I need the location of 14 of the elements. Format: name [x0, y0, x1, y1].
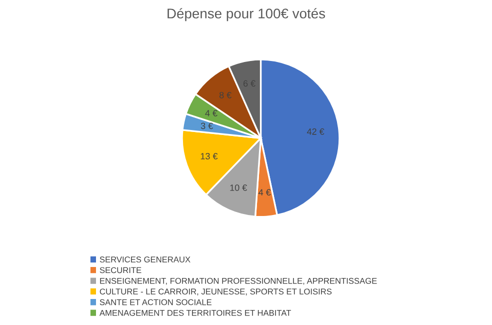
legend-label: CULTURE - LE CARROIR, JEUNESSE, SPORTS ET LOISIRS [100, 288, 332, 296]
data-label: 10 € [230, 184, 248, 191]
chart-title: Dépense pour 100€ votés [168, 8, 326, 22]
data-label: 13 € [200, 153, 218, 160]
legend-label: SANTE ET ACTION SOCIALE [100, 299, 212, 306]
data-label: 3 € [200, 122, 214, 130]
data-label: 8 € [219, 92, 232, 98]
data-label: 4 € [258, 189, 271, 196]
data-label: 42 € [306, 128, 324, 135]
legend-label: SERVICES GENERAUX [100, 256, 190, 262]
legend-label: SECURITE [100, 267, 142, 274]
legend-label: AMENAGEMENT DES TERRITOIRES ET HABITAT [99, 310, 292, 316]
data-label: 4 € [205, 110, 218, 116]
legend-label: ENSEIGNEMENT, FORMATION PROFESSIONNELLE, APPRENTISSAGE [100, 278, 377, 285]
